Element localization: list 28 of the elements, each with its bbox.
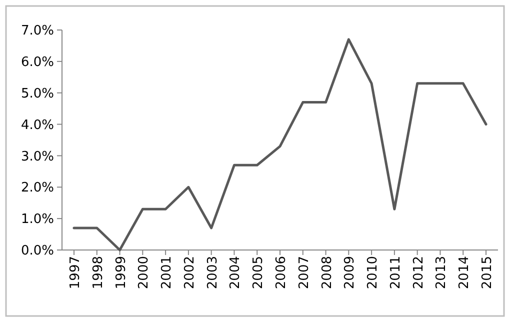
line-series bbox=[72, 38, 488, 252]
y-tick-label: 5.0% bbox=[20, 86, 54, 102]
x-tick-label: 2009 bbox=[342, 256, 358, 290]
x-tick-label: 2006 bbox=[274, 256, 289, 290]
x-tick-label: 2015 bbox=[480, 256, 495, 290]
y-tick-label: 3.0% bbox=[20, 149, 54, 164]
x-tick-label: 2010 bbox=[366, 256, 381, 290]
y-tick-label: 6.0% bbox=[20, 54, 54, 70]
x-tick-label: 2013 bbox=[434, 256, 450, 290]
x-tick-label: 2007 bbox=[296, 256, 312, 290]
x-tick-label: 2012 bbox=[411, 256, 426, 290]
x-tick-label: 2003 bbox=[205, 256, 220, 290]
y-tick-label: 4.0% bbox=[20, 118, 54, 133]
x-tick-label: 2004 bbox=[228, 256, 244, 290]
x-tick-label: 2000 bbox=[136, 256, 152, 290]
x-tick-label: 1997 bbox=[68, 256, 83, 290]
x-tick-label: 2002 bbox=[182, 256, 198, 290]
x-tick-label: 2011 bbox=[388, 256, 404, 290]
x-tick-label: 2008 bbox=[320, 256, 335, 290]
x-tick-label: 2005 bbox=[251, 256, 266, 290]
x-tick-label: 2001 bbox=[160, 256, 175, 290]
x-tick-label: 1998 bbox=[90, 256, 106, 290]
y-tick-label: 7.0% bbox=[20, 24, 54, 39]
y-tick-label: 0.0% bbox=[20, 244, 54, 259]
x-tick-label: 1999 bbox=[114, 256, 129, 290]
x-tick-label: 2014 bbox=[457, 256, 472, 290]
y-tick-label: 1.0% bbox=[20, 212, 54, 228]
y-tick-label: 2.0% bbox=[20, 180, 54, 196]
